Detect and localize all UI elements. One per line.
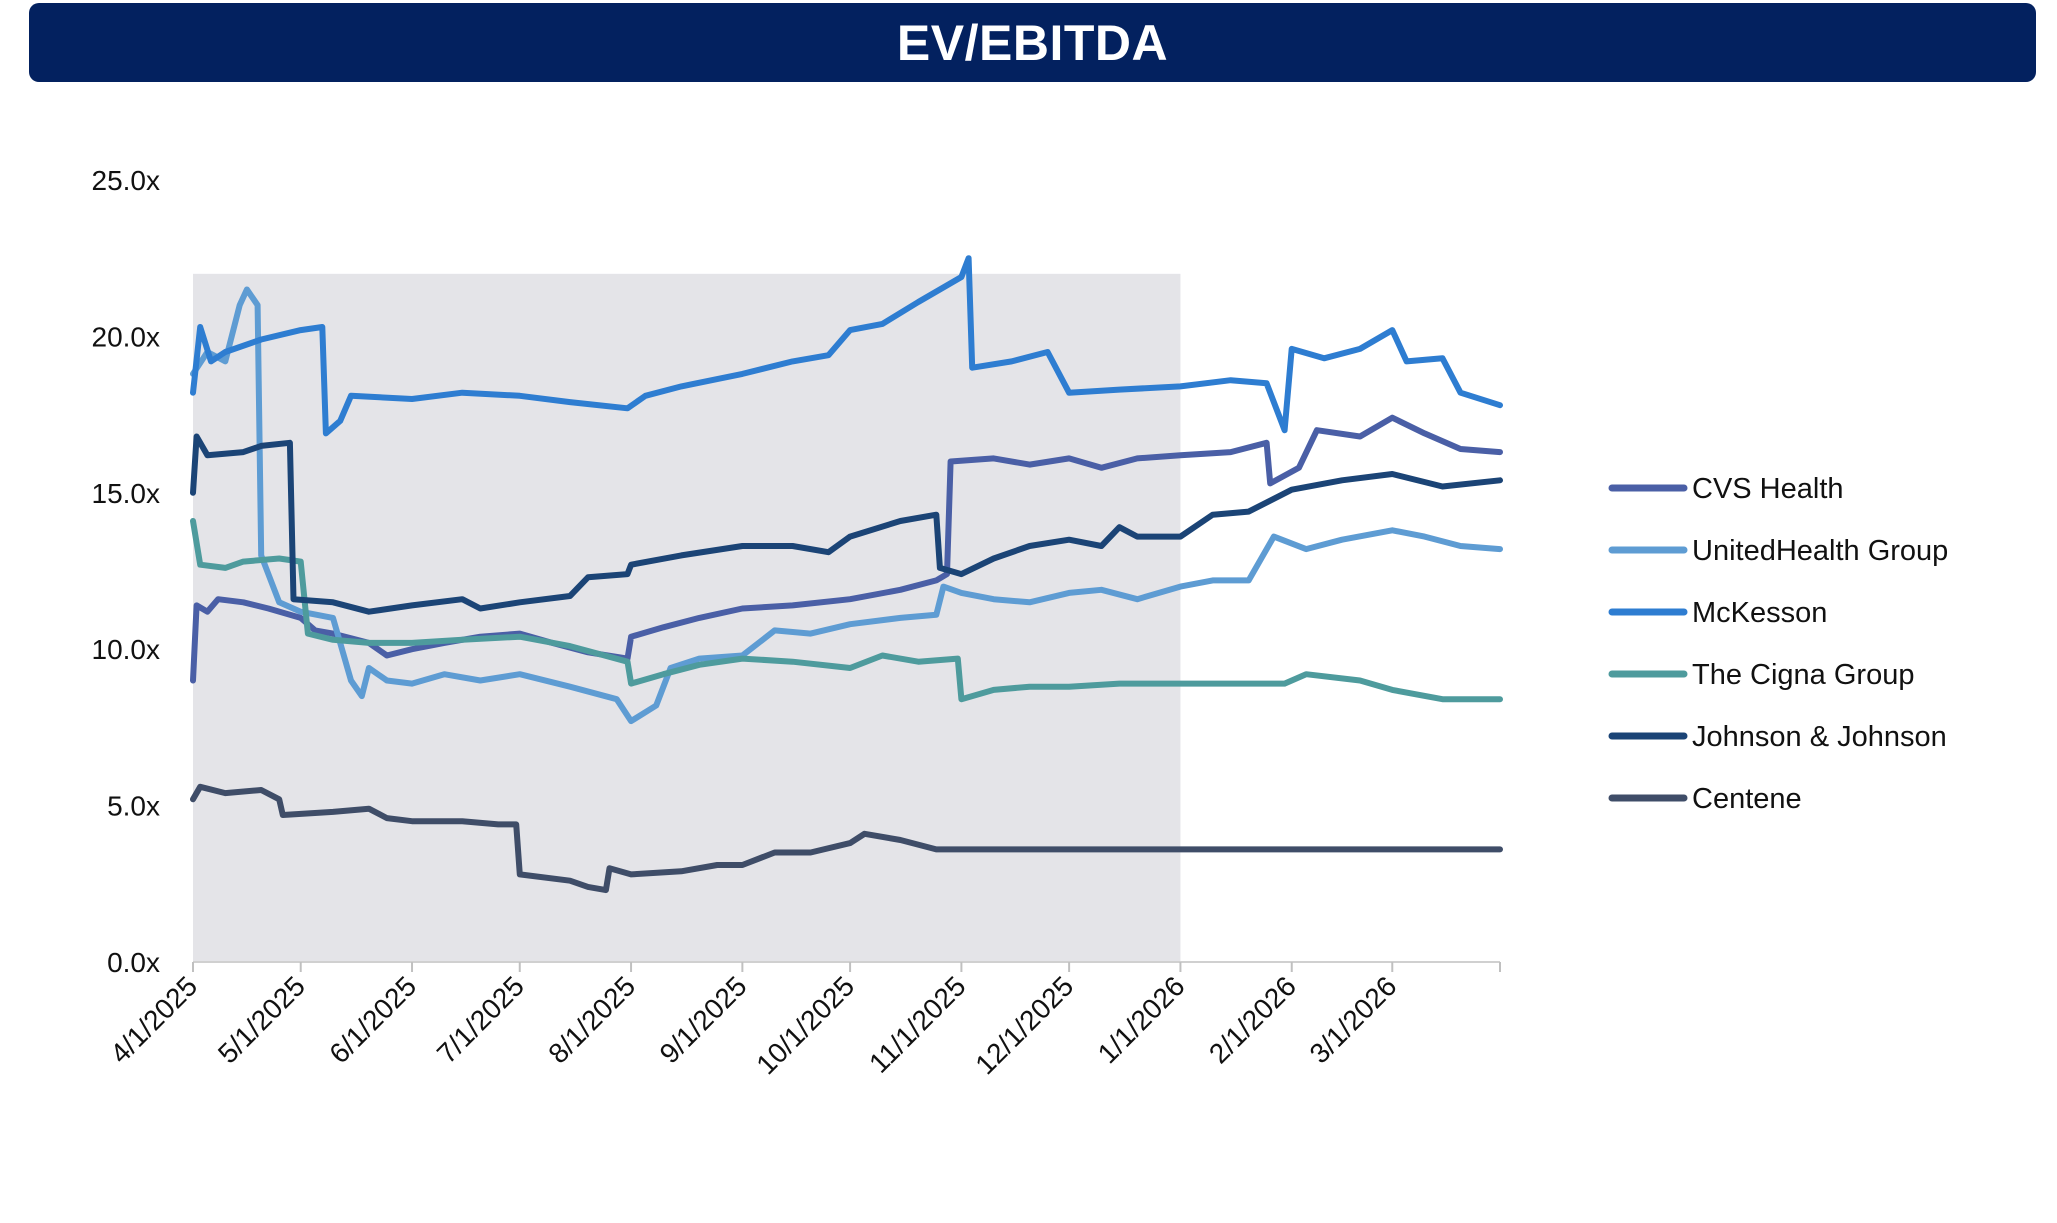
chart-title: EV/EBITDA (896, 14, 1169, 71)
x-tick-label: 2/1/2026 (1203, 970, 1302, 1069)
chart-title-banner: EV/EBITDA (29, 3, 2036, 82)
x-tick-label: 3/1/2026 (1304, 970, 1403, 1069)
y-tick-label: 5.0x (107, 791, 160, 822)
series-line-1 (190, 286, 1503, 725)
x-tick-label: 12/1/2025 (969, 970, 1079, 1080)
shaded-period (193, 273, 1181, 963)
x-tick-label: 10/1/2025 (750, 970, 860, 1080)
legend: CVS Health UnitedHealth Group McKesson The … (1608, 473, 1948, 815)
legend-label-0: CVS Health (1692, 473, 1844, 505)
legend-label-1: UnitedHealth Group (1692, 535, 1948, 567)
legend-label-5: Centene (1692, 783, 1802, 815)
legend-label-2: McKesson (1692, 597, 1827, 629)
y-tick-label: 10.0x (92, 634, 161, 665)
x-tick-label: 9/1/2025 (654, 970, 753, 1069)
series-line-4 (190, 433, 1503, 615)
series-line-2 (190, 255, 1503, 437)
y-tick-label: 25.0x (92, 165, 161, 196)
x-tick-label: 1/1/2026 (1092, 970, 1191, 1069)
legend-label-4: Johnson & Johnson (1692, 721, 1947, 753)
series-line-3 (190, 518, 1503, 703)
y-tick-label: 15.0x (92, 478, 161, 509)
x-tick-label: 4/1/2025 (104, 970, 203, 1069)
y-tick-label: 20.0x (92, 321, 161, 352)
x-tick-label: 11/1/2025 (863, 970, 972, 1079)
x-tick-label: 6/1/2025 (323, 970, 422, 1069)
y-tick-label: 0.0x (107, 947, 160, 978)
x-tick-label: 7/1/2025 (431, 970, 530, 1069)
x-tick-label: 5/1/2025 (212, 970, 311, 1069)
x-tick-label: 8/1/2025 (542, 970, 641, 1069)
plot-area (190, 255, 1503, 963)
legend-label-3: The Cigna Group (1692, 659, 1914, 691)
series-line-0 (190, 414, 1503, 684)
series-line-5 (190, 783, 1503, 894)
